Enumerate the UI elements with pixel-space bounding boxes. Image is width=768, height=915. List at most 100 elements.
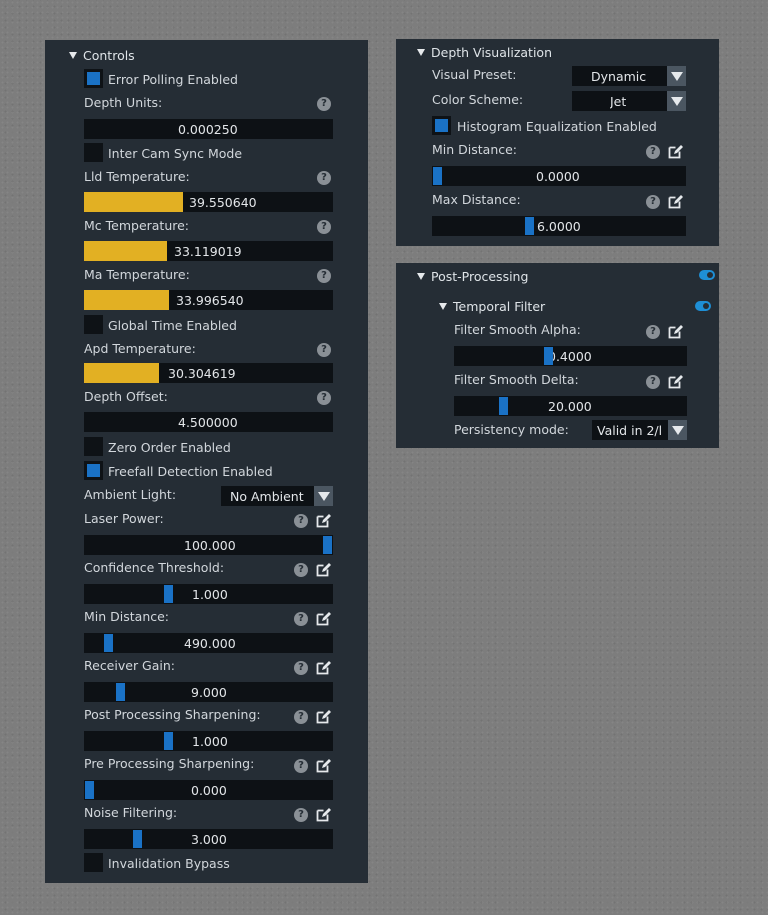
help-icon[interactable]: ? [294,759,308,773]
ma-temperature-bar: 33.996540 [84,290,333,310]
ma-temperature-fill [84,290,169,310]
min-distance-value: 490.000 [184,636,236,651]
help-icon[interactable]: ? [646,145,660,159]
depth-units-input[interactable]: 0.000250 [84,119,333,139]
post-processing-title: Post-Processing [431,269,529,284]
slider-thumb[interactable] [164,585,173,603]
temporal-filter-title: Temporal Filter [453,299,546,314]
zero-order-checkbox[interactable] [84,437,103,456]
filter-smooth-delta-slider[interactable]: 20.000 [454,396,687,416]
freefall-label: Freefall Detection Enabled [108,464,273,479]
chevron-down-icon[interactable] [668,420,687,440]
controls-title: Controls [83,48,135,63]
visual-preset-value: Dynamic [591,69,647,84]
receiver-gain-label: Receiver Gain: [84,658,176,673]
edit-icon[interactable] [316,807,331,822]
help-icon[interactable]: ? [317,269,331,283]
help-icon[interactable]: ? [294,514,308,528]
help-icon[interactable]: ? [646,195,660,209]
post-processing-header[interactable]: Post-Processing [417,269,528,285]
edit-icon[interactable] [316,611,331,626]
help-icon[interactable]: ? [646,325,660,339]
invalidation-bypass-checkbox[interactable] [84,853,103,872]
chevron-down-icon[interactable] [314,486,333,506]
edit-icon[interactable] [668,324,683,339]
help-icon[interactable]: ? [294,563,308,577]
ambient-light-dropdown[interactable]: No Ambient [221,486,333,506]
slider-thumb[interactable] [85,781,94,799]
edit-icon[interactable] [668,194,683,209]
histogram-equalization-checkbox[interactable] [432,116,451,135]
depth-visualization-panel: Depth Visualization Visual Preset: Dynam… [396,39,719,246]
help-icon[interactable]: ? [317,97,331,111]
help-icon[interactable]: ? [294,710,308,724]
apd-temperature-label: Apd Temperature: [84,341,196,356]
edit-icon[interactable] [316,660,331,675]
help-icon[interactable]: ? [317,391,331,405]
slider-thumb[interactable] [499,397,508,415]
slider-thumb[interactable] [116,683,125,701]
slider-thumb[interactable] [133,830,142,848]
min-distance-slider[interactable]: 490.000 [84,633,333,653]
help-icon[interactable]: ? [294,808,308,822]
receiver-gain-slider[interactable]: 9.000 [84,682,333,702]
help-icon[interactable]: ? [294,612,308,626]
slider-thumb[interactable] [544,347,553,365]
temporal-filter-header[interactable]: Temporal Filter [439,299,545,315]
collapse-icon [69,52,77,59]
slider-thumb[interactable] [433,167,442,185]
post-processing-panel: Post-Processing Temporal Filter Filter S… [396,263,719,448]
confidence-slider[interactable]: 1.000 [84,584,333,604]
max-distance-value: 6.0000 [537,219,581,234]
color-scheme-value: Jet [610,94,627,109]
post-sharpening-slider[interactable]: 1.000 [84,731,333,751]
persistency-mode-value: Valid in 2/l [597,423,663,438]
post-processing-toggle[interactable] [699,270,715,280]
laser-power-slider[interactable]: 100.000 [84,535,333,555]
global-time-checkbox[interactable] [84,315,103,334]
visual-preset-dropdown[interactable]: Dynamic [572,66,686,86]
temporal-filter-toggle[interactable] [695,301,711,311]
freefall-checkbox[interactable] [84,461,103,480]
help-icon[interactable]: ? [317,220,331,234]
edit-icon[interactable] [316,758,331,773]
controls-header[interactable]: Controls [69,48,135,64]
color-scheme-dropdown[interactable]: Jet [572,91,686,111]
help-icon[interactable]: ? [317,343,331,357]
error-polling-label: Error Polling Enabled [108,72,238,87]
slider-thumb[interactable] [104,634,113,652]
help-icon[interactable]: ? [646,375,660,389]
help-icon[interactable]: ? [317,171,331,185]
slider-thumb[interactable] [525,217,534,235]
laser-power-value: 100.000 [184,538,236,553]
mc-temperature-value: 33.119019 [174,244,242,259]
noise-filtering-slider[interactable]: 3.000 [84,829,333,849]
filter-smooth-alpha-slider[interactable]: 0.4000 [454,346,687,366]
edit-icon[interactable] [316,513,331,528]
depth-offset-input[interactable]: 4.500000 [84,412,333,432]
edit-icon[interactable] [668,374,683,389]
edit-icon[interactable] [316,562,331,577]
chevron-down-icon[interactable] [667,66,686,86]
slider-thumb[interactable] [164,732,173,750]
collapse-icon [417,49,425,56]
pre-sharpening-slider[interactable]: 0.000 [84,780,333,800]
laser-power-label: Laser Power: [84,511,164,526]
inter-cam-sync-checkbox[interactable] [84,143,103,162]
edit-icon[interactable] [316,709,331,724]
error-polling-checkbox[interactable] [84,69,103,88]
min-distance-slider[interactable]: 0.0000 [432,166,686,186]
min-distance-label: Min Distance: [432,142,518,157]
slider-thumb[interactable] [323,536,332,554]
help-icon[interactable]: ? [294,661,308,675]
confidence-value: 1.000 [192,587,228,602]
depth-visualization-header[interactable]: Depth Visualization [417,45,552,61]
edit-icon[interactable] [668,144,683,159]
mc-temperature-label: Mc Temperature: [84,218,190,233]
max-distance-slider[interactable]: 6.0000 [432,216,686,236]
min-distance-label: Min Distance: [84,609,170,624]
chevron-down-icon[interactable] [667,91,686,111]
collapse-icon [417,273,425,280]
apd-temperature-fill [84,363,159,383]
persistency-mode-dropdown[interactable]: Valid in 2/l [592,420,687,440]
